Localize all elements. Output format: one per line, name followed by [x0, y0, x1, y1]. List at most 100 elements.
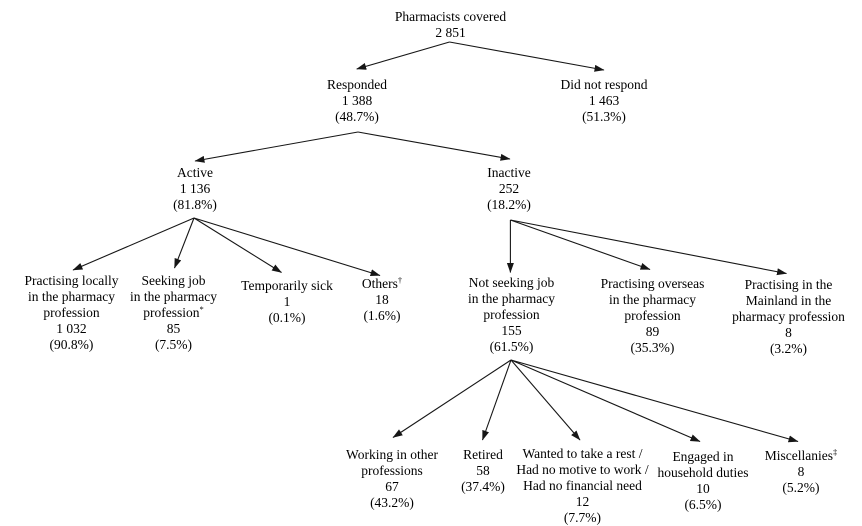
node-label: Wanted to take a rest /: [522, 446, 643, 462]
node-temporarily-sick: Temporarily sick 1 (0.1%): [241, 278, 333, 326]
node-percent: (35.3%): [630, 340, 675, 356]
node-percent: (0.1%): [268, 309, 306, 325]
node-others: Others† 18 (1.6%): [361, 274, 403, 324]
node-value: 10: [696, 480, 710, 496]
node-label: Temporarily sick: [241, 277, 333, 293]
node-percent: (43.2%): [370, 494, 414, 510]
node-label: Did not respond: [560, 76, 648, 92]
node-value: 252: [498, 180, 520, 196]
node-label: Miscellanies: [764, 447, 833, 463]
node-practising-mainland: Practising in the Mainland in the pharma…: [732, 277, 845, 357]
node-label: Working in other: [346, 446, 438, 462]
node-value: 18: [375, 291, 389, 307]
node-percent: (61.5%): [489, 338, 534, 354]
node-value: 67: [385, 478, 399, 494]
node-percent: (5.2%): [782, 479, 820, 495]
node-pharmacists-covered: Pharmacists covered 2 851: [395, 9, 506, 41]
node-value: 2 851: [435, 24, 466, 40]
node-working-other-professions: Working in other professions 67 (43.2%): [346, 447, 438, 511]
node-value: 155: [501, 322, 522, 338]
footnote-marker-asterisk: *: [199, 303, 204, 314]
node-household-duties: Engaged in household duties 10 (6.5%): [657, 449, 748, 513]
node-percent: (90.8%): [49, 336, 94, 352]
node-label: Practising overseas: [600, 276, 705, 292]
node-label: Practising locally: [24, 272, 119, 288]
node-retired: Retired 58 (37.4%): [461, 447, 505, 495]
node-practising-locally: Practising locally in the pharmacy profe…: [24, 273, 118, 353]
node-label: profession: [624, 308, 681, 324]
node-label: profession: [483, 306, 540, 322]
edge-not-seeking-miscellanies: [510, 359, 799, 443]
node-seeking-job: Seeking job in the pharmacy profession* …: [130, 273, 217, 353]
edge-not-seeking-household: [510, 359, 701, 443]
edge-active-others: [193, 217, 381, 277]
node-value: 1: [283, 293, 291, 309]
edge-root-did-not-respond: [449, 41, 605, 72]
node-value: 58: [476, 462, 490, 478]
edge-active-seeking-job: [173, 217, 195, 269]
node-percent: (81.8%): [173, 197, 217, 212]
node-label: in the pharmacy: [468, 290, 555, 306]
node-responded: Responded 1 388 (48.7%): [327, 77, 387, 125]
node-label: professions: [361, 462, 423, 478]
footnote-marker-dagger: †: [397, 274, 403, 285]
edge-not-seeking-working-other: [392, 359, 512, 438]
node-percent: (3.2%): [769, 340, 808, 356]
node-percent: (1.6%): [363, 307, 401, 323]
node-label: in the pharmacy: [609, 292, 696, 308]
node-value: 8: [785, 324, 792, 340]
edge-root-responded: [356, 41, 450, 70]
node-active: Active 1 136 (81.8%): [173, 165, 217, 213]
node-practising-overseas: Practising overseas in the pharmacy prof…: [601, 276, 705, 356]
node-label: Responded: [327, 77, 387, 92]
node-value: 85: [166, 320, 181, 336]
node-label: Seeking job: [141, 272, 206, 288]
node-percent: (18.2%): [487, 196, 531, 212]
node-value: 1 136: [179, 181, 211, 196]
node-percent: (7.7%): [563, 510, 602, 526]
edge-inactive-overseas: [510, 219, 651, 271]
node-value: 89: [645, 324, 660, 340]
node-label: Not seeking job: [468, 274, 555, 290]
node-label: Retired: [463, 446, 503, 462]
node-percent: (51.3%): [582, 108, 626, 124]
node-percent: (48.7%): [335, 109, 379, 124]
node-label: Others: [361, 275, 398, 291]
node-label: in the pharmacy: [130, 288, 217, 304]
node-label: Inactive: [487, 164, 531, 180]
node-label: Mainland in the: [745, 292, 832, 308]
edge-not-seeking-wanted-rest: [510, 359, 581, 441]
node-percent: (37.4%): [461, 478, 505, 494]
node-miscellanies: Miscellanies‡ 8 (5.2%): [764, 446, 838, 496]
node-did-not-respond: Did not respond 1 463 (51.3%): [561, 77, 648, 125]
edge-not-seeking-retired: [481, 359, 512, 441]
node-not-seeking-job: Not seeking job in the pharmacy professi…: [468, 275, 555, 355]
edge-inactive-mainland: [510, 219, 787, 276]
node-percent: (7.5%): [154, 336, 193, 352]
node-value: 8: [797, 463, 805, 479]
node-label: Had no motive to work /: [516, 462, 649, 478]
node-label: household duties: [657, 464, 749, 480]
edge-responded-active: [194, 131, 359, 163]
node-label: Engaged in: [672, 448, 734, 464]
edge-responded-inactive: [357, 131, 511, 161]
node-label: profession: [143, 304, 200, 320]
node-label: Pharmacists covered: [394, 8, 507, 24]
node-wanted-rest: Wanted to take a rest / Had no motive to…: [516, 446, 648, 526]
node-label: Active: [177, 165, 213, 180]
edge-active-practising-locally: [72, 217, 195, 271]
node-value: 1 032: [56, 320, 87, 336]
edge-active-temporarily-sick: [193, 217, 282, 273]
node-label: Practising in the: [744, 276, 833, 292]
node-label: Had no financial need: [523, 478, 642, 494]
node-percent: (6.5%): [684, 496, 722, 512]
node-inactive: Inactive 252 (18.2%): [487, 165, 531, 213]
node-value: 12: [575, 494, 590, 510]
footnote-marker-double-dagger: ‡: [832, 446, 838, 457]
node-label: pharmacy profession: [732, 308, 845, 324]
node-value: 1 463: [588, 92, 620, 108]
node-label: in the pharmacy: [28, 288, 115, 304]
node-value: 1 388: [341, 93, 373, 108]
node-label: profession: [43, 304, 100, 320]
